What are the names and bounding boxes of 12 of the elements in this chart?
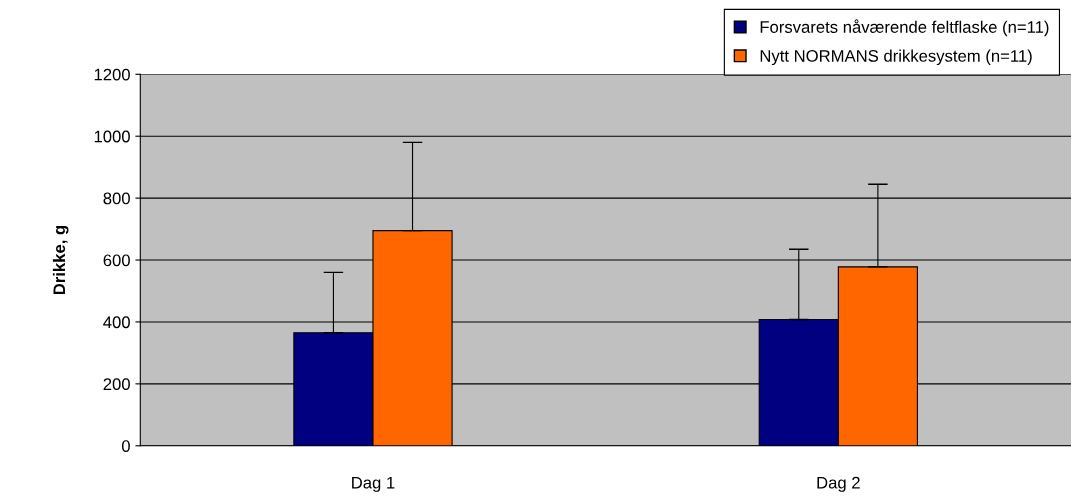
- y-tick-label: 600: [103, 254, 130, 267]
- y-tick-label: 0: [121, 440, 130, 452]
- y-tick-label: 400: [103, 316, 130, 329]
- x-tick-label: Dag 1: [352, 476, 395, 492]
- x-tick-label: Dag 2: [817, 476, 860, 492]
- y-tick-label: 1000: [94, 130, 130, 143]
- y-tick-label: 800: [103, 192, 130, 205]
- legend-label: Nytt NORMANS drikkesystem (n=11): [760, 49, 1032, 66]
- y-tick-label: 1200: [94, 68, 130, 81]
- y-tick-label: 200: [103, 378, 130, 391]
- legend-label: Forsvarets nåværende feltflaske (n=11): [760, 19, 1049, 37]
- y-axis-title: Drikke, g: [52, 225, 69, 295]
